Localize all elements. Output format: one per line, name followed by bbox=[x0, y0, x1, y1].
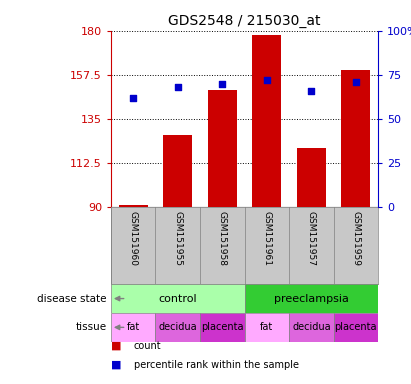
Bar bbox=[155, 313, 200, 342]
Bar bbox=[245, 313, 289, 342]
Text: decidua: decidua bbox=[159, 322, 197, 333]
Text: disease state: disease state bbox=[37, 293, 107, 304]
Bar bbox=[342, 70, 370, 207]
Text: GSM151959: GSM151959 bbox=[351, 211, 360, 266]
Text: preeclampsia: preeclampsia bbox=[274, 293, 349, 304]
Bar bbox=[252, 35, 281, 207]
Bar bbox=[297, 149, 326, 207]
Text: GSM151960: GSM151960 bbox=[129, 211, 138, 266]
Point bbox=[219, 81, 226, 87]
Text: GSM151957: GSM151957 bbox=[307, 211, 316, 266]
Point bbox=[174, 84, 181, 90]
Text: tissue: tissue bbox=[76, 322, 107, 333]
Text: placenta: placenta bbox=[201, 322, 244, 333]
Bar bbox=[163, 135, 192, 207]
Bar bbox=[111, 284, 245, 313]
Text: GSM151958: GSM151958 bbox=[218, 211, 227, 266]
Bar bbox=[245, 284, 378, 313]
Point bbox=[130, 95, 136, 101]
Text: GSM151955: GSM151955 bbox=[173, 211, 182, 266]
Text: fat: fat bbox=[260, 322, 273, 333]
Point bbox=[353, 79, 359, 85]
Bar bbox=[334, 313, 378, 342]
Text: decidua: decidua bbox=[292, 322, 330, 333]
Text: count: count bbox=[134, 341, 161, 351]
Bar bbox=[111, 313, 155, 342]
Bar bbox=[289, 313, 334, 342]
Text: fat: fat bbox=[127, 322, 140, 333]
Bar bbox=[200, 313, 245, 342]
Text: GSM151961: GSM151961 bbox=[262, 211, 271, 266]
Text: percentile rank within the sample: percentile rank within the sample bbox=[134, 360, 298, 370]
Bar bbox=[208, 89, 237, 207]
Bar bbox=[119, 205, 148, 207]
Text: ■: ■ bbox=[111, 360, 122, 370]
Point bbox=[263, 77, 270, 83]
Text: placenta: placenta bbox=[335, 322, 377, 333]
Text: ■: ■ bbox=[111, 341, 122, 351]
Point bbox=[308, 88, 315, 94]
Text: control: control bbox=[159, 293, 197, 304]
Title: GDS2548 / 215030_at: GDS2548 / 215030_at bbox=[168, 14, 321, 28]
